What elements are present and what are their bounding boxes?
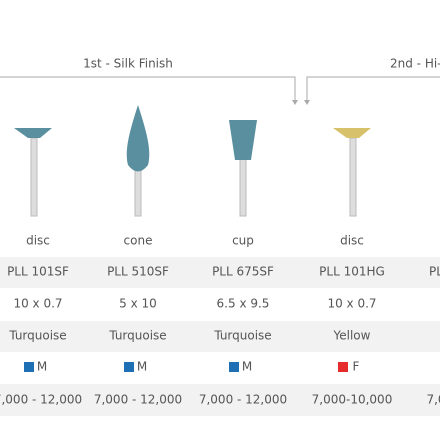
rpm: 7,0: [426, 393, 440, 407]
color: Turquoise: [108, 329, 166, 343]
grit: F: [353, 360, 360, 374]
size: 5 x 10: [119, 297, 157, 311]
code: PLL 101HG: [319, 265, 385, 279]
grit: M: [242, 360, 252, 374]
grit-swatch: [338, 362, 348, 372]
grit-swatch: [24, 362, 34, 372]
rpm: 7,000 - 12,000: [199, 393, 287, 407]
shape: disc: [26, 234, 50, 248]
size: 10 x 0.7: [13, 297, 62, 311]
shape: cone: [124, 234, 153, 248]
group-title: 1st - Silk Finish: [83, 57, 173, 71]
rpm: 7,000-10,000: [312, 393, 393, 407]
shape: disc: [340, 234, 364, 248]
color: Yellow: [333, 329, 371, 343]
size: 6.5 x 9.5: [217, 297, 270, 311]
bands: [0, 257, 440, 416]
code: PLL 101SF: [7, 265, 69, 279]
code: PLL 675SF: [212, 265, 274, 279]
grit: M: [37, 360, 47, 374]
group-title: 2nd - Hi-: [390, 57, 440, 71]
color: Turquoise: [8, 329, 66, 343]
tools: [14, 105, 371, 217]
shape: cup: [232, 234, 254, 248]
grit-swatch: [124, 362, 134, 372]
color: Turquoise: [213, 329, 271, 343]
grit: M: [137, 360, 147, 374]
code: PLL 510SF: [107, 265, 169, 279]
bracket: [0, 76, 440, 105]
code: PL: [429, 265, 440, 279]
grit-swatch: [229, 362, 239, 372]
rpm: 7,000 - 12,000: [94, 393, 182, 407]
rpm: 7,000 - 12,000: [0, 393, 82, 407]
size: 10 x 0.7: [327, 297, 376, 311]
